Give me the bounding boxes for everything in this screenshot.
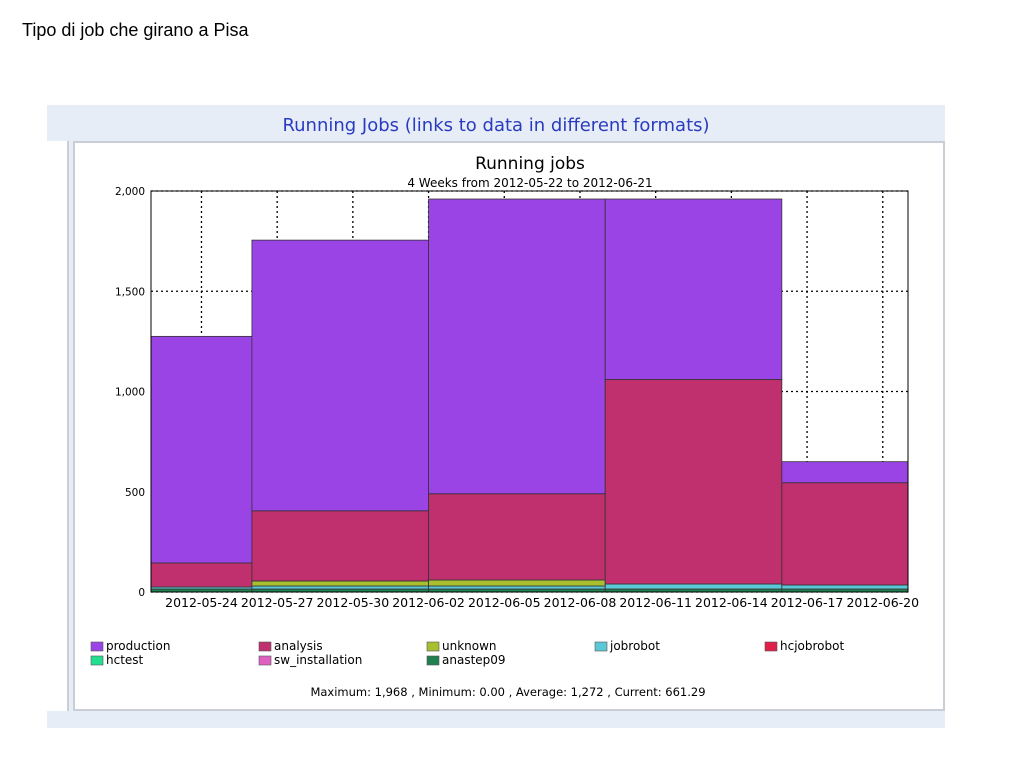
x-tick-label: 2012-06-08 xyxy=(544,595,617,610)
legend-label-hctest: hctest xyxy=(106,653,144,667)
bar-segment-unknown xyxy=(428,579,606,587)
x-tick-label: 2012-05-24 xyxy=(165,595,238,610)
bar-segment-unknown xyxy=(251,580,429,587)
legend-swatch-unknown xyxy=(426,641,440,652)
x-tick-labels: 2012-05-24 2012-05-27 2012-05-30 2012-06-02… xyxy=(165,595,919,610)
legend-swatch-analysis xyxy=(258,641,272,652)
legend-swatch-hctest xyxy=(90,655,104,666)
legend-swatch-production xyxy=(90,641,104,652)
x-tick-label: 2012-05-27 xyxy=(241,595,314,610)
x-tick-label: 2012-06-14 xyxy=(695,595,768,610)
bar-segment-analysis xyxy=(604,379,783,585)
x-tick-label: 2012-06-05 xyxy=(468,595,541,610)
legend-label-hcjobrobot: hcjobrobot xyxy=(780,639,844,653)
legend-swatch-hcjobrobot xyxy=(764,641,778,652)
running-jobs-chart: 0 500 1,000 1,500 2,000 2012-05-24 2012-05-27… xyxy=(90,154,919,699)
legend-label-unknown: unknown xyxy=(442,639,497,653)
legend-label-production: production xyxy=(106,639,170,653)
bar-segment-analysis xyxy=(428,493,606,581)
y-tick-label: 2,000 xyxy=(115,186,145,198)
bar-segment-analysis xyxy=(150,562,253,588)
y-tick-label: 500 xyxy=(125,487,145,499)
y-tick-label: 1,000 xyxy=(115,387,145,399)
bar-segment-analysis xyxy=(781,482,909,586)
axes xyxy=(150,190,909,593)
bar-segment-production xyxy=(251,239,429,512)
bar-segment-production xyxy=(150,335,253,564)
y-tick-label: 0 xyxy=(138,587,145,599)
x-tick-label: 2012-05-30 xyxy=(317,595,390,610)
legend: production analysis unknown jobrobot hcjobro… xyxy=(90,639,844,667)
chart-title: Running jobs xyxy=(475,154,585,174)
chart-stats: Maximum: 1,968 , Minimum: 0.00 , Average… xyxy=(310,685,705,699)
legend-label-jobrobot: jobrobot xyxy=(609,639,660,653)
legend-label-anastep09: anastep09 xyxy=(442,653,506,667)
bar-segment-jobrobot xyxy=(781,584,909,590)
y-tick-label: 1,500 xyxy=(115,286,145,298)
x-tick-label: 2012-06-11 xyxy=(619,595,692,610)
bar-segment-jobrobot xyxy=(428,585,606,590)
left-sidebar-strip xyxy=(47,141,69,711)
x-tick-label: 2012-06-02 xyxy=(392,595,465,610)
x-tick-label: 2012-06-20 xyxy=(846,595,919,610)
panel-header-link[interactable]: Running Jobs (links to data in different… xyxy=(282,115,710,136)
bar-segment-jobrobot xyxy=(251,585,429,590)
bar-segment-jobrobot xyxy=(604,583,783,590)
chart-frame: 0 500 1,000 1,500 2,000 2012-05-24 2012-05-27… xyxy=(73,141,945,711)
slide-title: Tipo di job che girano a Pisa xyxy=(22,20,249,40)
bar-segment-production xyxy=(781,461,909,484)
bar-segment-production xyxy=(604,198,783,380)
legend-swatch-jobrobot xyxy=(594,641,608,652)
chart-subtitle: 4 Weeks from 2012-05-22 to 2012-06-21 xyxy=(407,176,652,190)
bar-segment-analysis xyxy=(251,510,429,582)
legend-swatch-sw_installation xyxy=(258,655,272,666)
plot-frame xyxy=(150,190,909,593)
chart-panel: Running Jobs (links to data in different… xyxy=(47,105,945,728)
bar-segment-production xyxy=(428,198,606,495)
legend-label-analysis: analysis xyxy=(274,639,323,653)
y-tick-labels: 0 500 1,000 1,500 2,000 xyxy=(115,186,145,599)
legend-swatch-anastep09 xyxy=(426,655,440,666)
x-tick-label: 2012-06-17 xyxy=(771,595,844,610)
bars xyxy=(150,198,909,593)
legend-label-sw_installation: sw_installation xyxy=(274,653,362,667)
